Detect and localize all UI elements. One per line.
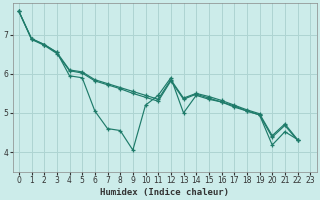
X-axis label: Humidex (Indice chaleur): Humidex (Indice chaleur) [100, 188, 229, 197]
